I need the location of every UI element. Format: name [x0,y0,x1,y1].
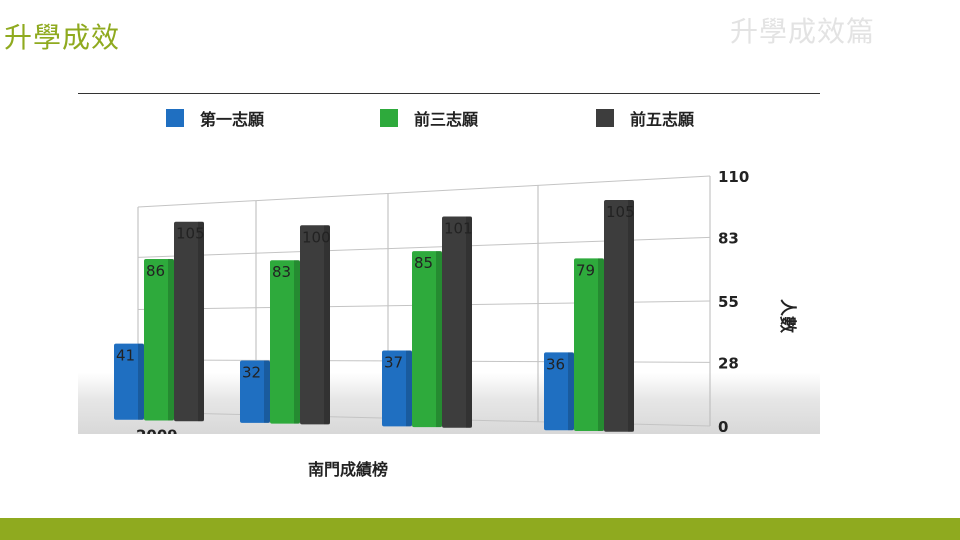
y-tick-label-2: 55 [718,293,739,311]
bar-2011-s1 [412,251,442,428]
bar-shade-2009-s2 [198,221,204,422]
chart-area: 第一志願 前三志願 前五志願 4186105200932831002010378… [78,93,820,434]
legend-swatch-top-three [380,109,398,127]
data-label-2010-s0: 32 [242,364,261,382]
bar-2009-s1 [144,258,174,421]
bar-shade-2010-s1 [294,260,300,424]
legend-label-first-choice: 第一志願 [200,110,265,129]
data-label-2012-s0: 36 [546,355,565,373]
data-label-2011-s2: 101 [444,220,473,238]
y-tick-label-4: 110 [718,168,749,186]
y-tick-label-0: 0 [718,418,728,434]
bar-shade-2012-s1 [598,258,604,432]
page-title: 升學成效 [4,21,121,54]
data-label-2010-s1: 83 [272,263,291,281]
bar-shade-2009-s0 [138,343,144,420]
bar-2012-s1 [574,258,604,432]
data-label-2011-s1: 85 [414,254,433,272]
y-tick-label-3: 83 [718,229,739,247]
bar-2010-s0 [240,360,270,423]
bar-2011-s0 [382,350,412,427]
bar-shade-2011-s0 [406,350,412,427]
legend-swatch-top-five [596,109,614,127]
bottom-accent-bar [0,518,960,540]
legend-item-top-five: 前五志願 [596,106,694,130]
legend: 第一志願 前三志願 前五志願 [78,94,820,134]
bar-2011-s2 [442,216,472,428]
data-label-2009-s1: 86 [146,262,165,280]
legend-label-top-five: 前五志願 [630,110,695,129]
legend-item-first-choice: 第一志願 [166,106,264,130]
data-label-2011-s0: 37 [384,354,403,372]
bar-shade-2012-s0 [568,352,574,431]
bar-2012-s2 [604,199,634,432]
bar-2010-s1 [270,260,300,424]
bar-shade-2011-s1 [436,251,442,428]
bar-shade-2011-s2 [466,216,472,428]
y-axis-label: 人數 [777,299,798,333]
page-subtitle: 升學成效篇 [730,15,876,48]
legend-label-top-three: 前三志願 [414,110,479,129]
bar-2010-s2 [300,225,330,425]
data-label-2010-s2: 100 [302,228,331,246]
x-tick-label-2009: 2009 [136,427,178,434]
bar-2009-s2 [174,221,204,422]
chart-caption: 南門成績榜 [308,460,389,479]
legend-item-top-three: 前三志願 [380,106,478,130]
data-label-2009-s0: 41 [116,347,135,365]
data-label-2012-s1: 79 [576,261,595,279]
bar-2012-s0 [544,352,574,431]
legend-swatch-first-choice [166,109,184,127]
grid-horizontal-4 [137,175,711,208]
bar-2009-s0 [114,343,144,420]
data-label-2009-s2: 105 [176,225,205,243]
bar-chart: 4186105200932831002010378510120113679105… [114,168,798,434]
y-tick-label-1: 28 [718,354,739,372]
bar-shade-2010-s2 [324,225,330,425]
bar-shade-2012-s2 [628,199,634,432]
data-label-2012-s2: 105 [606,203,635,221]
bar-shade-2009-s1 [168,258,174,421]
bar-shade-2010-s0 [264,360,270,423]
